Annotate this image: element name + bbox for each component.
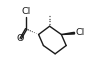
Polygon shape <box>61 32 75 34</box>
Text: O: O <box>17 34 24 43</box>
Text: Cl: Cl <box>21 7 30 16</box>
Text: Cl: Cl <box>75 28 84 37</box>
